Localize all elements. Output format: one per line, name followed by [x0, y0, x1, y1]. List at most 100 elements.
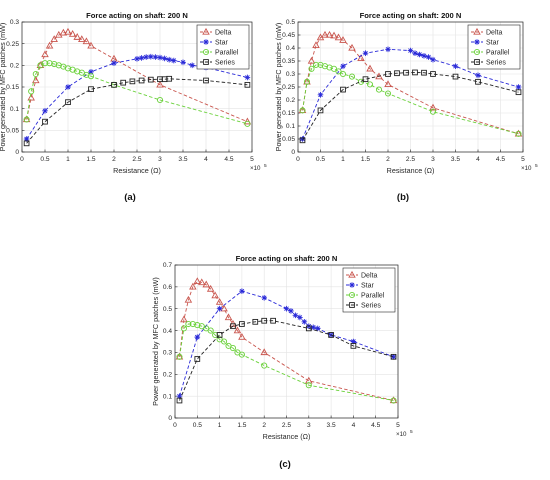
data-point-series: [475, 78, 481, 85]
data-point-star: [283, 305, 290, 312]
data-point-parallel: [207, 327, 214, 334]
y-tick-label: 0.5: [163, 306, 172, 313]
x-tick-label: 5: [250, 156, 254, 163]
x-tick-label: 1: [341, 156, 345, 163]
data-point-star: [317, 92, 324, 98]
data-point-series: [385, 71, 391, 77]
y-axis-label: Power generated by MFC patches (mW): [151, 277, 160, 406]
data-point-delta: [233, 326, 242, 334]
data-point-star: [23, 136, 30, 142]
data-point-star: [261, 294, 267, 301]
x-tick-label: 4: [352, 422, 356, 429]
legend-label-parallel: Parallel: [361, 292, 385, 299]
y-tick-label: 0.25: [282, 84, 295, 91]
x-axis-label: Resistance (Ω): [263, 432, 311, 441]
data-point-star: [148, 53, 154, 60]
data-point-parallel: [156, 96, 164, 104]
x-tick-label: 1: [66, 156, 70, 163]
x-tick-label: 5: [521, 156, 525, 163]
legend-marker-star: [474, 39, 480, 45]
data-point-parallel: [238, 351, 245, 358]
y-tick-label: 0.3: [286, 71, 295, 78]
x-tick-label: 0.5: [40, 156, 49, 163]
panel-caption: (b): [397, 192, 409, 203]
legend: Delta Star Parallel Series: [196, 24, 250, 70]
y-tick-label: 0: [168, 415, 172, 422]
data-point-series: [362, 76, 369, 83]
data-point-parallel: [23, 116, 30, 123]
data-point-parallel: [194, 322, 201, 329]
data-point-delta: [334, 33, 343, 41]
data-point-series: [244, 81, 251, 88]
data-point-parallel: [32, 70, 39, 78]
data-point-delta: [348, 43, 356, 51]
data-point-series: [203, 77, 209, 84]
legend-label-parallel: Parallel: [486, 49, 510, 56]
x-tick-label: 4.5: [371, 422, 380, 429]
data-point-delta: [184, 295, 193, 303]
legend-label-delta: Delta: [215, 29, 231, 36]
data-point-star: [239, 288, 245, 295]
data-point-star: [42, 108, 48, 114]
data-point-star: [314, 325, 321, 332]
x-axis-label: Resistance (Ω): [113, 166, 161, 175]
data-point-parallel: [305, 382, 312, 389]
legend-label-delta: Delta: [486, 29, 502, 36]
chart-panel-2: 0 0.5 1 1.5 2 2.5 3 3.5 4 4.5 5 0 0.1 0.2 0.3 0.4 0.5 0.6…: [151, 254, 413, 470]
data-point-series: [138, 77, 145, 84]
data-point-parallel: [312, 61, 320, 68]
y-tick-label: 0.4: [163, 328, 172, 335]
y-tick-label: 0.3: [10, 19, 19, 26]
data-point-delta: [384, 80, 392, 88]
data-point-parallel: [375, 86, 383, 93]
y-tick-label: 0.2: [286, 97, 295, 104]
data-point-parallel: [244, 120, 251, 127]
x-tick-label: 1.5: [361, 156, 370, 163]
x-exponent-label: ×10: [521, 165, 532, 172]
data-point-series: [88, 86, 94, 93]
x-tick-label: 0: [20, 156, 24, 163]
data-point-parallel: [515, 130, 522, 137]
data-point-series: [305, 325, 312, 332]
data-point-series: [430, 71, 436, 77]
legend-marker-parallel: [348, 291, 356, 299]
data-point-star: [65, 84, 71, 90]
data-point-delta: [215, 298, 224, 305]
data-point-series: [239, 321, 245, 327]
data-point-series: [120, 79, 127, 86]
y-tick-label: 0.3: [163, 350, 172, 357]
y-tick-label: 0.45: [282, 32, 295, 39]
data-point-star: [166, 56, 172, 63]
series-line-series: [302, 71, 519, 141]
y-tick-label: 0.1: [163, 393, 172, 400]
y-tick-label: 0.1: [286, 123, 295, 130]
x-tick-label: 2.5: [282, 422, 291, 429]
y-tick-label: 0: [15, 149, 19, 156]
series-parallel: [299, 61, 522, 137]
data-point-series: [252, 318, 259, 325]
series-line-series: [179, 320, 394, 401]
data-point-series: [340, 86, 346, 93]
data-point-parallel: [384, 90, 392, 97]
series-line-series: [26, 78, 248, 144]
data-point-parallel: [390, 397, 397, 404]
data-point-series: [65, 99, 71, 106]
legend-label-star: Star: [215, 39, 229, 46]
data-point-star: [176, 393, 183, 399]
x-tick-label: 3.5: [451, 156, 460, 163]
data-point-delta: [78, 35, 86, 42]
data-point-delta: [189, 282, 197, 290]
y-tick-label: 0.05: [282, 136, 295, 143]
y-tick-label: 0.15: [282, 110, 295, 117]
data-point-series: [147, 76, 154, 83]
data-point-star: [180, 59, 186, 66]
x-tick-label: 0: [173, 422, 177, 429]
x-tick-label: 2: [262, 422, 266, 429]
data-point-delta: [224, 313, 233, 321]
data-point-series: [394, 70, 400, 77]
y-tick-label: 0.15: [6, 84, 19, 91]
data-point-delta: [312, 41, 320, 49]
data-point-delta: [357, 54, 365, 62]
x-tick-label: 4.5: [224, 156, 233, 163]
